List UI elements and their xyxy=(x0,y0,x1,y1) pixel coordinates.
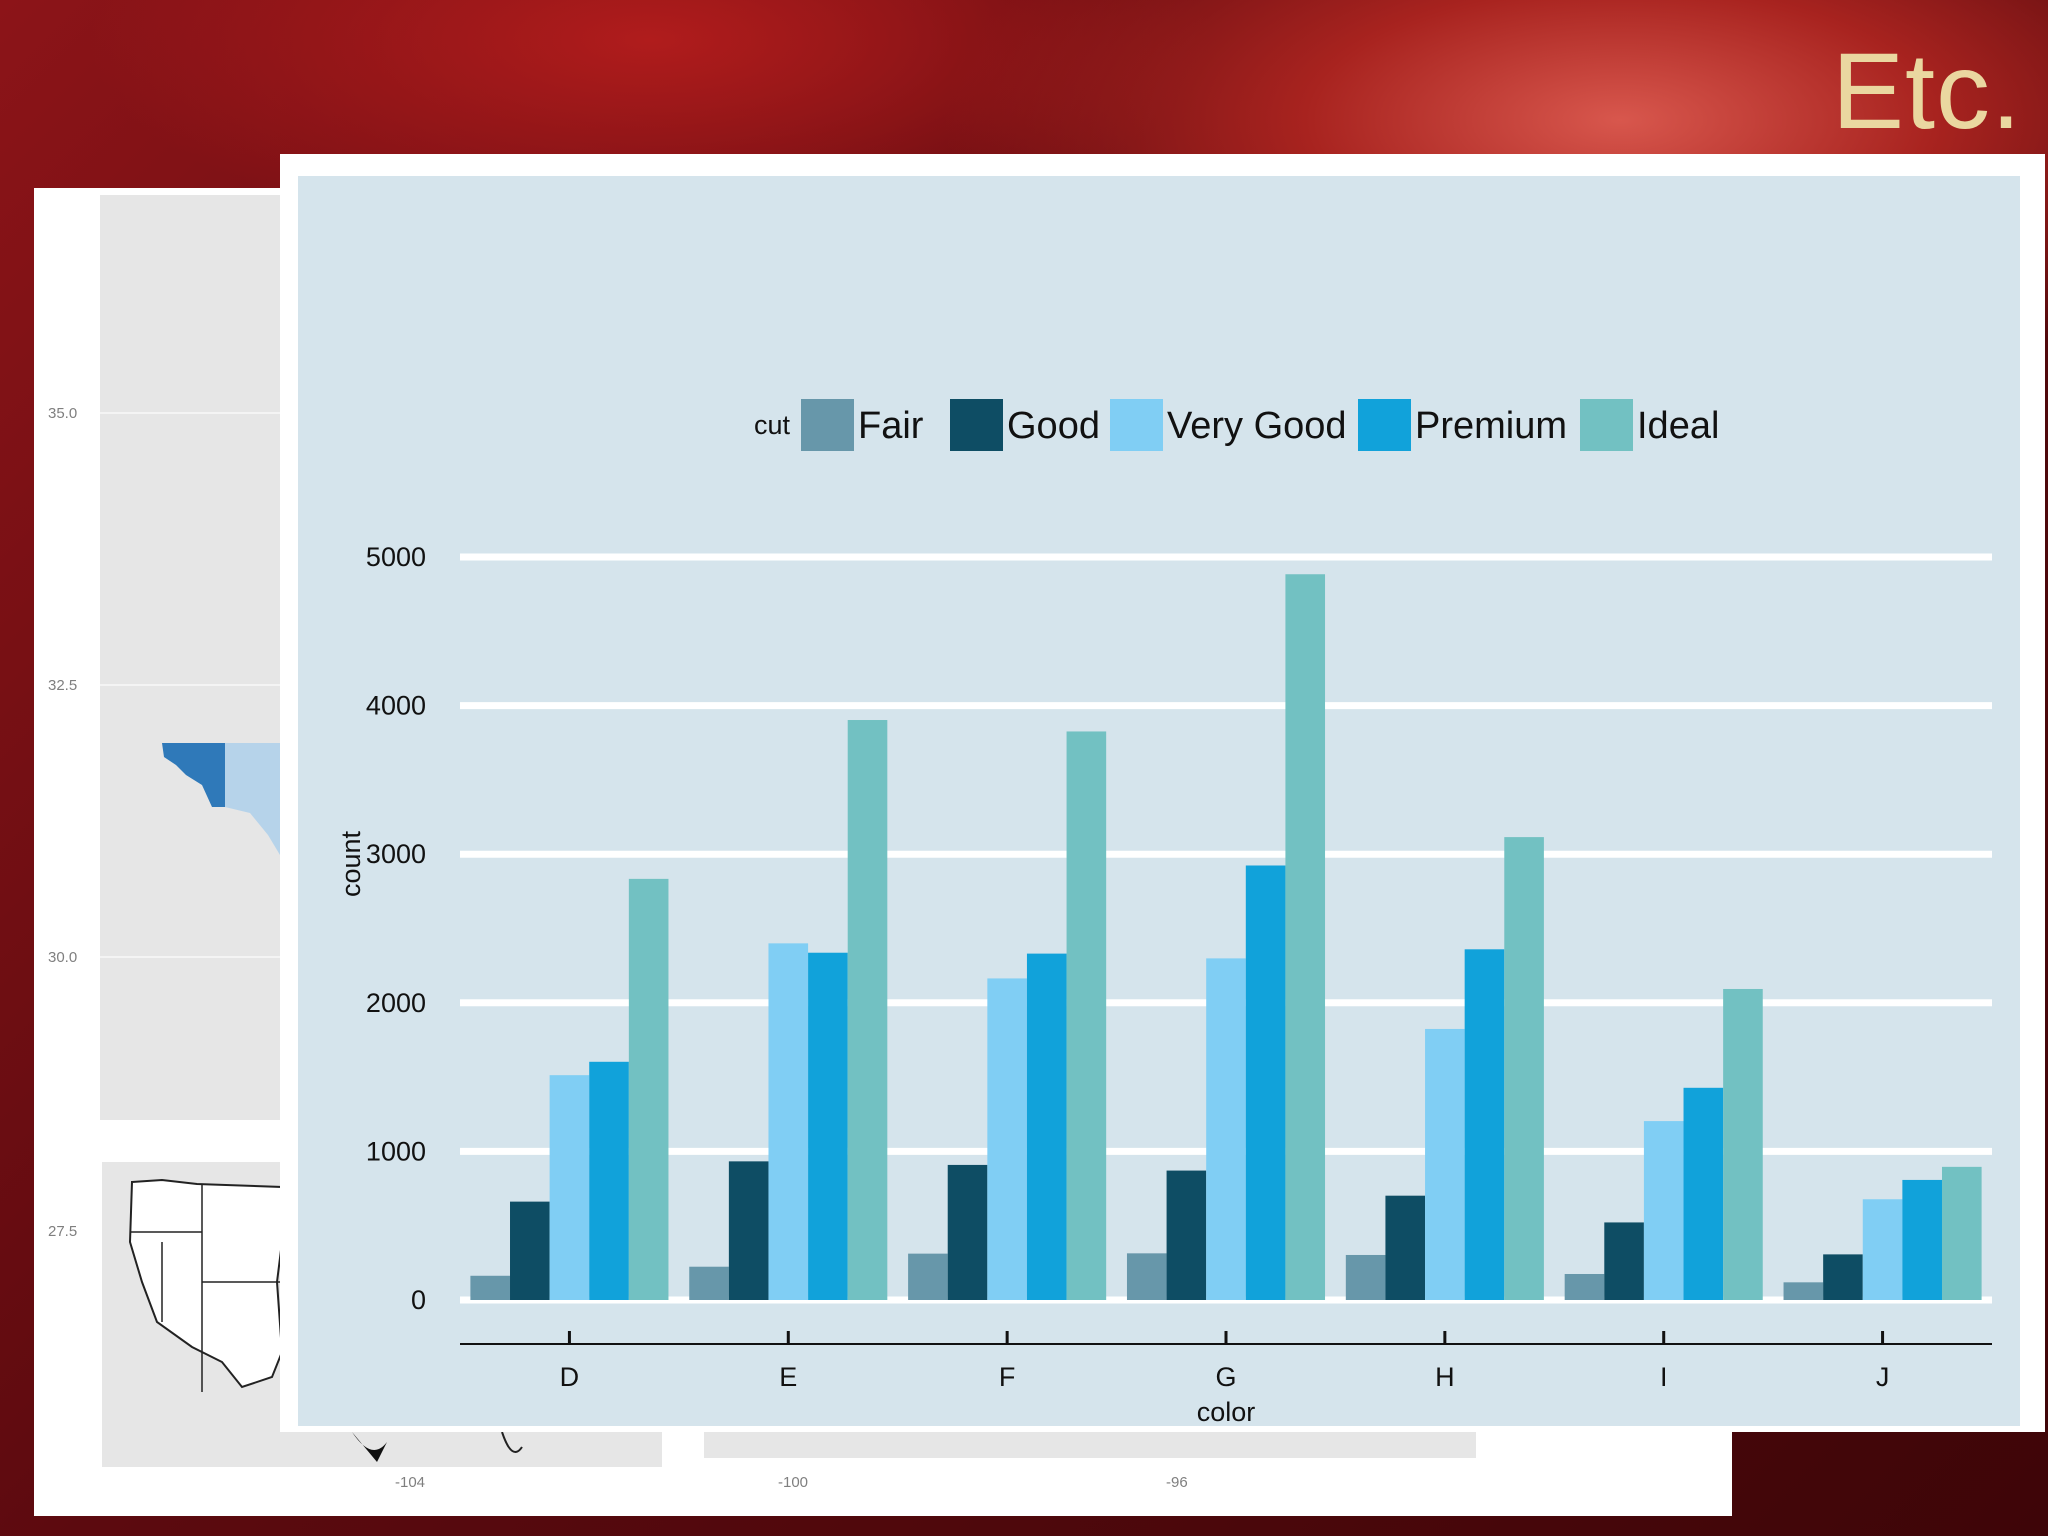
bar-premium-G xyxy=(1245,865,1286,1300)
legend-key-fair xyxy=(801,399,854,451)
bar-premium-J xyxy=(1902,1179,1942,1300)
bar-premium-F xyxy=(1026,953,1067,1300)
y-axis-title: count xyxy=(336,830,366,897)
back-y-tick: 35.0 xyxy=(48,405,78,422)
bar-premium-D xyxy=(589,1061,629,1300)
bar-premium-I xyxy=(1683,1087,1724,1300)
bar-ideal-H xyxy=(1504,837,1544,1300)
legend-key-ideal xyxy=(1580,399,1633,451)
legend-label: Ideal xyxy=(1637,405,1719,447)
legend-label: Premium xyxy=(1415,405,1567,447)
bar-good-G xyxy=(1166,1170,1207,1300)
bar-very-good-G xyxy=(1206,958,1246,1300)
bar-good-H xyxy=(1385,1195,1426,1300)
x-tick-label: E xyxy=(779,1362,797,1392)
y-tick-label: 3000 xyxy=(366,839,426,869)
bar-ideal-G xyxy=(1285,574,1326,1300)
bar-very-good-D xyxy=(549,1075,590,1300)
bar-ideal-I xyxy=(1723,988,1763,1300)
back-x-tick: -100 xyxy=(778,1474,809,1491)
inset-map-outline xyxy=(128,1178,523,1462)
bar-fair-G xyxy=(1126,1253,1167,1300)
x-tick-label: D xyxy=(560,1362,580,1392)
back-y-tick: 27.5 xyxy=(48,1223,78,1240)
bar-fair-E xyxy=(689,1266,729,1300)
slide-title: Etc. xyxy=(1831,30,2022,151)
x-tick-label: I xyxy=(1660,1362,1668,1392)
legend-title: cut xyxy=(754,410,791,440)
back-y-tick: 30.0 xyxy=(48,949,78,966)
bar-fair-J xyxy=(1783,1282,1824,1300)
legend-key-premium xyxy=(1358,399,1411,451)
bar-ideal-J xyxy=(1941,1166,1982,1300)
bars xyxy=(470,574,1982,1300)
bar-ideal-F xyxy=(1066,731,1107,1300)
x-tick-label: G xyxy=(1215,1362,1236,1392)
bar-very-good-I xyxy=(1643,1121,1684,1300)
legend-label: Good xyxy=(1007,405,1100,447)
bar-good-F xyxy=(947,1164,988,1300)
legend-label: Very Good xyxy=(1167,405,1347,447)
bar-ideal-E xyxy=(847,720,888,1300)
legend-key-very-good xyxy=(1110,399,1163,451)
bar-fair-D xyxy=(470,1275,511,1300)
y-tick-label: 4000 xyxy=(366,691,426,721)
y-tick-label: 2000 xyxy=(366,988,426,1018)
legend-key-good xyxy=(950,399,1003,451)
y-tick-label: 5000 xyxy=(366,542,426,572)
bar-very-good-H xyxy=(1425,1028,1465,1300)
legend-label: Fair xyxy=(858,405,924,447)
bar-ideal-D xyxy=(628,878,669,1300)
bar-premium-H xyxy=(1464,949,1505,1300)
legend: cut Fair Good Very Good Premium Ideal xyxy=(754,399,1719,451)
x-tick-label: H xyxy=(1435,1362,1455,1392)
bar-very-good-E xyxy=(768,943,809,1300)
back-x-tick: -96 xyxy=(1166,1474,1188,1491)
bar-good-E xyxy=(728,1161,769,1300)
back-y-tick: 32.5 xyxy=(48,677,78,694)
map-region-light xyxy=(225,743,290,855)
x-tick-label: J xyxy=(1876,1362,1890,1392)
map-region-dark xyxy=(162,743,225,807)
bar-good-J xyxy=(1823,1254,1863,1300)
bar-fair-I xyxy=(1564,1273,1605,1300)
back-x-tick: -104 xyxy=(395,1474,426,1491)
bar-good-D xyxy=(510,1201,550,1300)
bar-fair-F xyxy=(908,1253,948,1300)
bar-premium-E xyxy=(808,952,848,1300)
bar-very-good-F xyxy=(987,978,1027,1300)
bar-fair-H xyxy=(1345,1254,1386,1300)
x-tick-label: F xyxy=(999,1362,1016,1392)
bar-good-I xyxy=(1604,1222,1644,1300)
bar-very-good-J xyxy=(1862,1199,1903,1300)
x-axis-title: color xyxy=(1197,1397,1256,1426)
y-tick-label: 1000 xyxy=(366,1136,426,1166)
y-tick-label: 0 xyxy=(411,1285,426,1315)
